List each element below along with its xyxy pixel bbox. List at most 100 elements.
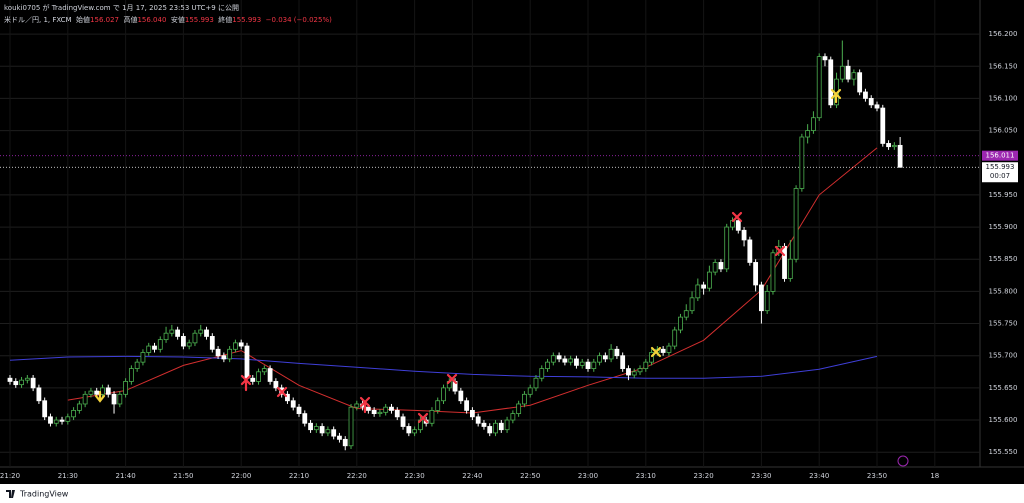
candle-body xyxy=(290,400,296,408)
candle-body xyxy=(76,403,82,411)
candle-body xyxy=(493,422,498,434)
candle-body xyxy=(134,361,140,369)
candle-body xyxy=(296,406,302,415)
countdown: 00:07 xyxy=(990,172,1010,180)
candle-body xyxy=(891,144,897,148)
x-tick-label: 23:20 xyxy=(694,472,714,480)
candle-body xyxy=(741,229,747,241)
candle-body xyxy=(637,368,643,373)
candle-body xyxy=(787,258,793,279)
y-tick-label: 155.800 xyxy=(989,287,1018,295)
candle-body xyxy=(180,336,186,347)
x-tick-label: 22:40 xyxy=(462,472,482,480)
candle-body xyxy=(897,144,903,168)
x-tick-label: 21:30 xyxy=(58,472,78,480)
candle-body xyxy=(331,429,337,437)
candle-body xyxy=(793,188,799,260)
y-tick-label: 155.550 xyxy=(989,448,1018,456)
candle-body xyxy=(701,284,706,289)
ma-line xyxy=(9,355,878,379)
candle-body xyxy=(215,348,221,357)
candle-body xyxy=(458,390,464,402)
x-tick-label: 23:40 xyxy=(809,472,829,480)
candle-body xyxy=(435,400,441,411)
candle-body xyxy=(620,355,626,369)
x-tick-label: 22:00 xyxy=(231,472,251,480)
candle-body xyxy=(764,290,770,312)
candle-body xyxy=(285,393,290,402)
candle-body xyxy=(695,284,701,299)
candle-body xyxy=(631,371,637,376)
candle-body xyxy=(753,262,759,286)
candle-body xyxy=(175,329,181,337)
candle-body xyxy=(683,310,689,318)
candle-body xyxy=(863,91,868,99)
candle-body xyxy=(42,400,48,418)
ohlc-value: 156.040 xyxy=(137,16,167,24)
candle-body xyxy=(261,368,267,373)
candle-body xyxy=(816,56,822,119)
candle-body xyxy=(706,271,712,289)
candle-body xyxy=(608,348,614,360)
candle-body xyxy=(822,56,828,61)
candle-body xyxy=(562,358,568,363)
candle-body xyxy=(233,342,238,350)
y-tick-label: 155.950 xyxy=(989,191,1018,199)
brand: TradingView xyxy=(19,490,69,499)
candle-body xyxy=(799,136,805,189)
header: kouki0705 が TradingView.com で 1月 17, 202… xyxy=(4,2,332,26)
price-label-box xyxy=(982,162,1018,183)
ohlc-value: 155.993 xyxy=(184,16,214,24)
candle-body xyxy=(666,345,672,353)
candle-body xyxy=(504,419,510,431)
candle-body xyxy=(689,297,695,312)
candle-body xyxy=(186,342,192,347)
background xyxy=(0,0,1024,484)
candle-body xyxy=(128,368,134,382)
candle-body xyxy=(550,355,556,363)
x-tick-label: 23:10 xyxy=(636,472,656,480)
candle-body xyxy=(348,406,354,447)
candle-body xyxy=(209,336,215,350)
candle-body xyxy=(510,413,516,421)
candle-body xyxy=(556,355,562,360)
candle-body xyxy=(643,361,649,369)
candle-body xyxy=(516,403,522,415)
candle-body xyxy=(406,426,412,434)
candle-body xyxy=(24,377,30,381)
ohlc-label: 終値 xyxy=(218,16,233,24)
candle-body xyxy=(724,226,730,270)
candle-body xyxy=(839,65,845,80)
candle-body xyxy=(250,377,256,382)
candle-body xyxy=(568,358,574,363)
candle-body xyxy=(857,72,863,93)
candle-body xyxy=(718,262,724,270)
candle-body xyxy=(371,409,377,415)
ohlc-value: 156.027 xyxy=(90,16,119,24)
ohlc-label: 安値 xyxy=(170,16,185,24)
candle-body xyxy=(886,143,891,148)
price-label: 155.993 xyxy=(986,163,1015,171)
candle-body xyxy=(626,368,631,376)
y-tick-label: 156.100 xyxy=(989,94,1018,102)
candle-body xyxy=(267,368,273,382)
candle-body xyxy=(169,329,175,334)
candle-body xyxy=(82,393,88,405)
candle-body xyxy=(365,406,371,411)
candle-body xyxy=(204,329,209,337)
candle-body xyxy=(845,65,851,80)
candle-body xyxy=(429,409,435,424)
candle-body xyxy=(36,387,42,402)
footer xyxy=(0,484,1024,503)
candle-body xyxy=(13,381,19,386)
candle-body xyxy=(527,387,533,395)
candle-body xyxy=(163,332,169,341)
candle-body xyxy=(660,348,666,353)
candle-body xyxy=(308,422,313,431)
y-tick-label: 155.650 xyxy=(989,384,1018,392)
candle-body xyxy=(614,348,620,357)
candle-body xyxy=(602,355,608,360)
candle-body xyxy=(545,361,550,369)
candle-body xyxy=(53,419,59,424)
